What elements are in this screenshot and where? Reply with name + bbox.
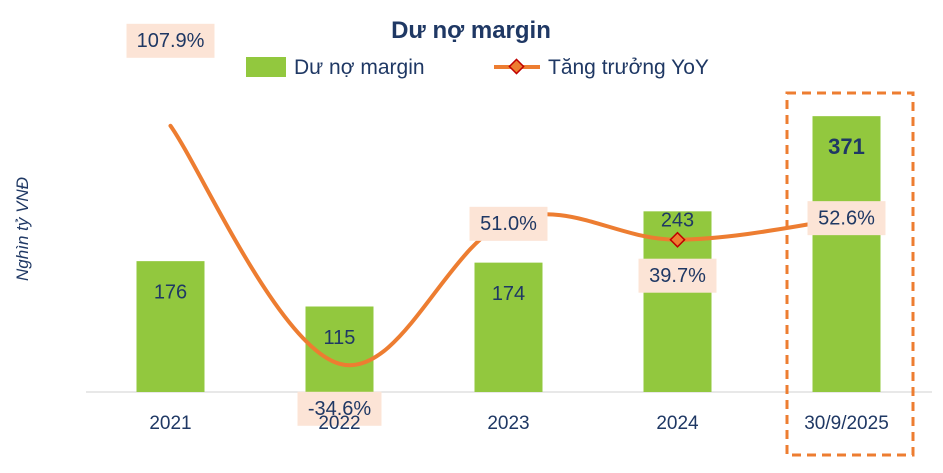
growth-label-2021: 107.9%	[126, 23, 215, 58]
y-axis-label: Nghìn tỷ VNĐ	[13, 177, 32, 281]
growth-label-box	[297, 391, 382, 426]
growth-label-box	[638, 258, 717, 293]
bar-value-label: 174	[492, 283, 525, 305]
legend-swatch-bar	[246, 57, 286, 77]
highlight-box	[785, 91, 915, 457]
bars	[136, 116, 881, 392]
growth-label-text: 52.6%	[818, 207, 875, 229]
bar-labels: 176 115 174 243 371	[154, 134, 865, 349]
growth-label-text: 107.9%	[137, 30, 205, 52]
growth-label-box	[469, 206, 548, 241]
legend-label-bar: Dư nợ margin	[294, 56, 425, 79]
growth-label-text: 39.7%	[649, 265, 706, 287]
growth-label-text: -34.6%	[308, 398, 372, 420]
x-tick-label: 2024	[656, 413, 699, 434]
x-tick-label: 2022	[318, 413, 360, 434]
chart-title: Dư nợ margin	[391, 17, 551, 44]
bar-value-label: 115	[324, 327, 356, 349]
x-tick-label: 30/9/2025	[804, 413, 889, 434]
growth-label-2023: 51.0%	[469, 206, 548, 241]
growth-label-2022: -34.6%	[297, 391, 382, 426]
bar-2023	[474, 262, 543, 392]
legend-label-line: Tăng trưởng YoY	[548, 56, 709, 79]
growth-labels: 107.9% -34.6% 51.0% 39.7% 52.6%	[126, 23, 886, 426]
growth-label-box	[126, 23, 215, 58]
growth-markers	[669, 231, 686, 248]
legend-swatch-marker	[508, 58, 525, 75]
legend: Dư nợ margin Tăng trưởng YoY	[246, 56, 709, 79]
growth-label-box	[807, 201, 886, 236]
growth-label-2024: 39.7%	[638, 258, 717, 293]
bar-30/9/2025	[812, 116, 881, 392]
bar-value-label: 243	[661, 210, 694, 232]
x-tick-label: 2023	[487, 413, 529, 434]
bar-value-label: 371	[828, 134, 865, 159]
bar-2021	[136, 261, 205, 392]
x-tick-label: 2021	[149, 413, 191, 434]
growth-label-text: 51.0%	[480, 213, 537, 235]
bar-value-label: 176	[154, 281, 187, 303]
growth-label-30/9/2025: 52.6%	[807, 201, 886, 236]
growth-marker	[669, 231, 686, 248]
x-ticks: 2021 2022 2023 2024 30/9/2025	[149, 413, 888, 434]
